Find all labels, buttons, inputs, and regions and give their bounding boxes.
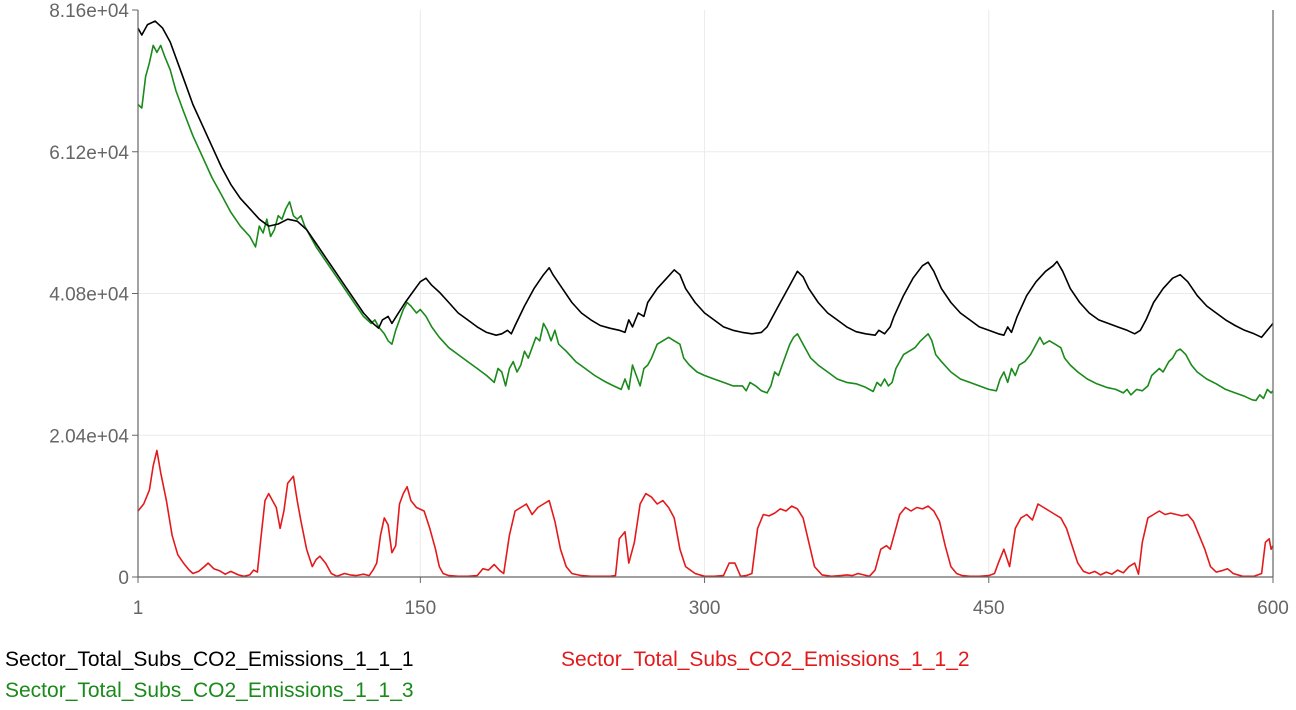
series-line-3 bbox=[137, 44, 1274, 402]
y-tick-label: 2.04e+04 bbox=[49, 426, 129, 447]
x-tick-label: 600 bbox=[1257, 598, 1289, 619]
y-tick-label: 6.12e+04 bbox=[49, 143, 129, 164]
x-tick-label: 150 bbox=[404, 598, 436, 619]
y-tick-label: 0 bbox=[118, 568, 129, 589]
series-lines bbox=[137, 20, 1274, 578]
series-line-1 bbox=[137, 20, 1274, 339]
x-tick-label: 1 bbox=[133, 598, 144, 619]
series-line-2 bbox=[137, 449, 1274, 578]
x-tick-label: 450 bbox=[973, 598, 1005, 619]
legend-series-3: Sector_Total_Subs_CO2_Emissions_1_1_3 bbox=[5, 679, 414, 702]
y-tick-label: 4.08e+04 bbox=[49, 285, 129, 306]
gridlines bbox=[138, 10, 1273, 577]
legend-series-2: Sector_Total_Subs_CO2_Emissions_1_1_2 bbox=[561, 648, 970, 671]
y-tick-label: 8.16e+04 bbox=[49, 1, 129, 22]
tick-labels: 0 2.04e+04 4.08e+04 6.12e+04 8.16e+04 1 150 300… bbox=[49, 1, 1289, 619]
line-chart: 0 2.04e+04 4.08e+04 6.12e+04 8.16e+04 1 150 300… bbox=[49, 1, 1289, 619]
x-tick-label: 300 bbox=[689, 598, 721, 619]
legend-series-1: Sector_Total_Subs_CO2_Emissions_1_1_1 bbox=[5, 648, 414, 671]
